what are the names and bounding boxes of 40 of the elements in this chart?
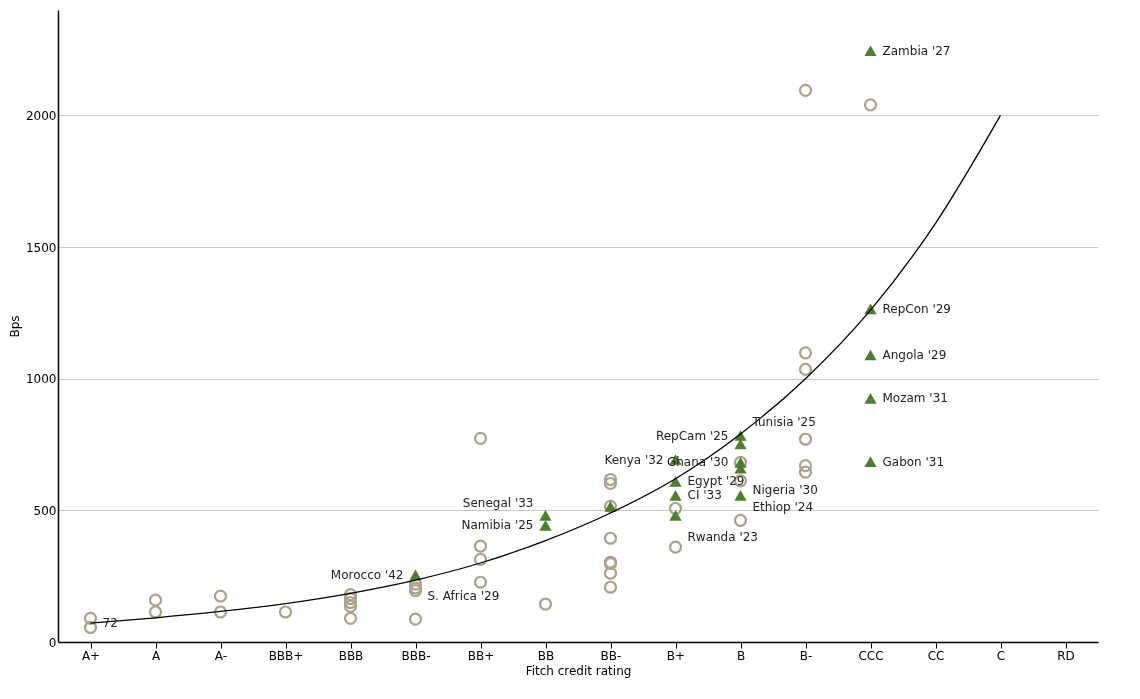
x-tick-label: BB- (600, 648, 622, 663)
x-axis-title: Fitch credit rating (525, 663, 632, 678)
annotation: S. Africa '29 (427, 589, 500, 604)
x-tick-label: RD (1057, 648, 1075, 663)
x-tick-label: A- (214, 648, 228, 663)
annotation: RepCon '29 (882, 301, 952, 316)
y-tick-label: 0 (48, 635, 57, 650)
x-tick-label: B+ (666, 648, 686, 663)
y-tick-label: 1000 (25, 372, 57, 387)
annotation: Senegal '33 (462, 496, 534, 511)
x-tick-label: CCC (858, 648, 884, 663)
annotation: CI '33 (687, 488, 722, 503)
y-tick-label: 500 (33, 503, 57, 518)
x-tick-label: BBB+ (268, 648, 304, 663)
annotation: Ethiop '24 (752, 500, 814, 515)
y-tick-label: 1500 (25, 240, 57, 255)
annotation: Nigeria '30 (752, 483, 818, 498)
x-tick-label: BBB- (401, 648, 431, 663)
annotation: Tunisia '25 (751, 414, 816, 429)
y-tick-label: 2000 (25, 108, 57, 123)
annotation: Gabon '31 (882, 454, 945, 469)
x-tick-label: A+ (81, 648, 101, 663)
annotation: Namibia '25 (461, 518, 534, 533)
x-tick-label: A (151, 648, 161, 663)
annotation: Egypt '29 (687, 474, 745, 489)
annotation: Zambia '27 (882, 43, 951, 58)
y-axis-title: Bps (7, 315, 22, 338)
x-tick-label: B- (799, 648, 813, 663)
x-tick-label: BB+ (467, 648, 495, 663)
x-tick-label: C (996, 648, 1006, 663)
annotation: RepCam '25 (655, 428, 729, 443)
annotation: Morocco '42 (330, 567, 404, 582)
annotation: Rwanda '23 (687, 530, 758, 545)
x-tick-label: B (736, 648, 746, 663)
x-tick-label: CC (927, 648, 945, 663)
annotation: Kenya '32 (604, 452, 664, 467)
annotation: Angola '29 (882, 347, 947, 362)
x-tick-label: BBB (338, 648, 364, 663)
x-tick-label: BB (537, 648, 555, 663)
annotation: Mozam '31 (882, 391, 948, 406)
